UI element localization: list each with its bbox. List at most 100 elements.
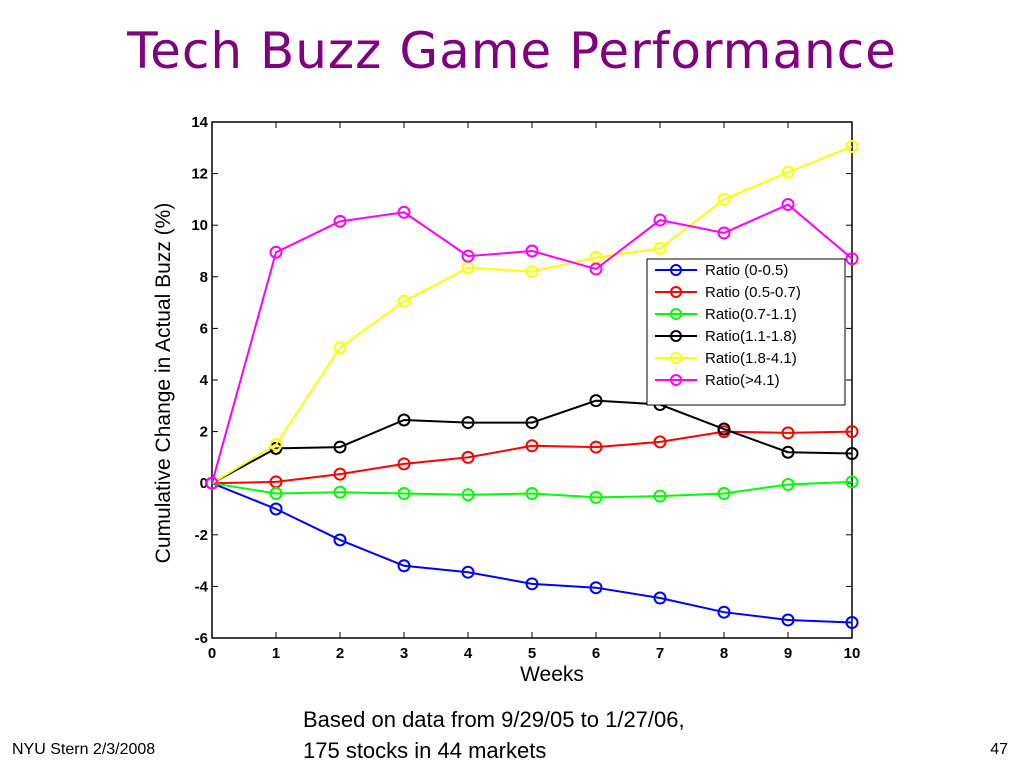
y-tick-labels: -6 -4 -2 0 2 4 6 8 10 12 14: [191, 114, 208, 647]
data-point: [461, 450, 475, 464]
data-point: [461, 488, 475, 502]
y-axis-label: Cumulative Change in Actual Buzz (%): [152, 203, 175, 564]
data-point: [653, 213, 667, 227]
y-tick-label: -4: [195, 578, 209, 595]
data-point: [397, 205, 411, 219]
data-point: [397, 559, 411, 573]
y-tick-label: 14: [191, 114, 208, 131]
series-1: [205, 476, 859, 630]
page-number: 47: [990, 741, 1008, 758]
data-point: [333, 533, 347, 547]
footer-left: NYU Stern 2/3/2008: [12, 741, 156, 758]
data-point: [461, 565, 475, 579]
legend-label: Ratio(1.8-4.1): [705, 350, 797, 367]
x-tick-label: 9: [784, 645, 792, 662]
data-point: [845, 425, 859, 439]
y-tick-label: 8: [200, 269, 208, 286]
data-point: [397, 457, 411, 471]
caption: Based on data from 9/29/05 to 1/27/06, 1…: [303, 704, 685, 766]
legend-entry: Ratio(>4.1): [655, 372, 780, 389]
y-tick-label: 10: [191, 217, 208, 234]
data-point: [653, 591, 667, 605]
x-tick-label: 8: [720, 645, 728, 662]
data-point: [845, 447, 859, 461]
data-point: [269, 438, 283, 451]
data-point: [653, 241, 667, 255]
data-point: [525, 265, 539, 279]
legend-label: Ratio (0-0.5): [705, 262, 788, 279]
data-point: [781, 613, 795, 627]
series-line: [211, 480, 853, 499]
legend: Ratio (0-0.5) Ratio (0.5-0.7) Ratio(0.7-1.…: [646, 258, 846, 406]
data-point: [333, 440, 347, 454]
data-point: [461, 416, 475, 430]
legend-entry: Ratio(1.1-1.8): [655, 328, 797, 345]
y-tick-label: 0: [200, 475, 208, 492]
x-tick-label: 7: [656, 645, 664, 662]
data-point: [717, 192, 731, 206]
data-point: [269, 487, 283, 501]
legend-swatch-marker: [670, 286, 682, 298]
legend-label: Ratio(1.1-1.8): [705, 328, 797, 345]
legend-entry: Ratio (0-0.5): [655, 262, 788, 279]
series-line: [211, 203, 853, 484]
data-point: [333, 214, 347, 228]
data-point: [397, 294, 411, 308]
series-line: [211, 145, 853, 485]
legend-label: Ratio(>4.1): [705, 372, 780, 389]
legend-swatch-marker: [670, 352, 682, 364]
x-tick-label: 0: [208, 645, 216, 662]
data-point: [525, 439, 539, 453]
data-point: [781, 165, 795, 179]
data-point: [781, 445, 795, 459]
slide-title: Tech Buzz Game Performance: [127, 22, 897, 80]
series-line: [211, 482, 853, 624]
data-point: [653, 435, 667, 449]
data-point: [269, 245, 283, 259]
y-tick-label: -6: [195, 630, 208, 647]
data-point: [525, 487, 539, 501]
y-tick-label: -2: [195, 527, 208, 544]
series-5: [205, 140, 859, 490]
x-tick-label: 5: [528, 645, 536, 662]
data-point: [525, 577, 539, 591]
data-point: [845, 475, 859, 489]
data-point: [589, 394, 603, 408]
series-line: [211, 399, 853, 485]
data-point: [397, 413, 411, 427]
data-point: [333, 485, 347, 499]
data-point: [717, 487, 731, 501]
y-tick-label: 4: [200, 372, 209, 389]
x-tick-label: 6: [592, 645, 600, 662]
data-point: [781, 198, 795, 212]
data-point: [589, 581, 603, 595]
data-point: [461, 249, 475, 263]
y-tick-label: 2: [200, 424, 208, 441]
data-point: [525, 244, 539, 258]
data-point: [589, 262, 603, 276]
data-point: [845, 140, 859, 154]
legend-swatch-marker: [670, 264, 682, 276]
legend-swatch-marker: [670, 308, 682, 320]
x-tick-label: 2: [336, 645, 344, 662]
series-line: [211, 430, 853, 485]
data-point: [653, 489, 667, 503]
legend-label: Ratio (0.5-0.7): [705, 284, 801, 301]
data-point: [205, 476, 219, 490]
data-point: [717, 422, 731, 436]
legend-entry: Ratio (0.5-0.7): [655, 284, 801, 301]
data-point: [589, 490, 603, 504]
legend-swatch-marker: [670, 374, 682, 386]
data-point: [333, 467, 347, 481]
caption-line-2: 175 stocks in 44 markets: [303, 738, 547, 763]
legend-entry: Ratio(1.8-4.1): [655, 350, 797, 367]
caption-line-1: Based on data from 9/29/05 to 1/27/06,: [303, 707, 685, 732]
data-point: [269, 502, 283, 516]
x-tick-label: 4: [464, 645, 473, 662]
data-point: [717, 605, 731, 619]
x-axis-label: Weeks: [520, 663, 584, 686]
legend-swatch-marker: [670, 330, 682, 342]
data-point: [589, 440, 603, 454]
y-tick-label: 12: [191, 166, 208, 183]
